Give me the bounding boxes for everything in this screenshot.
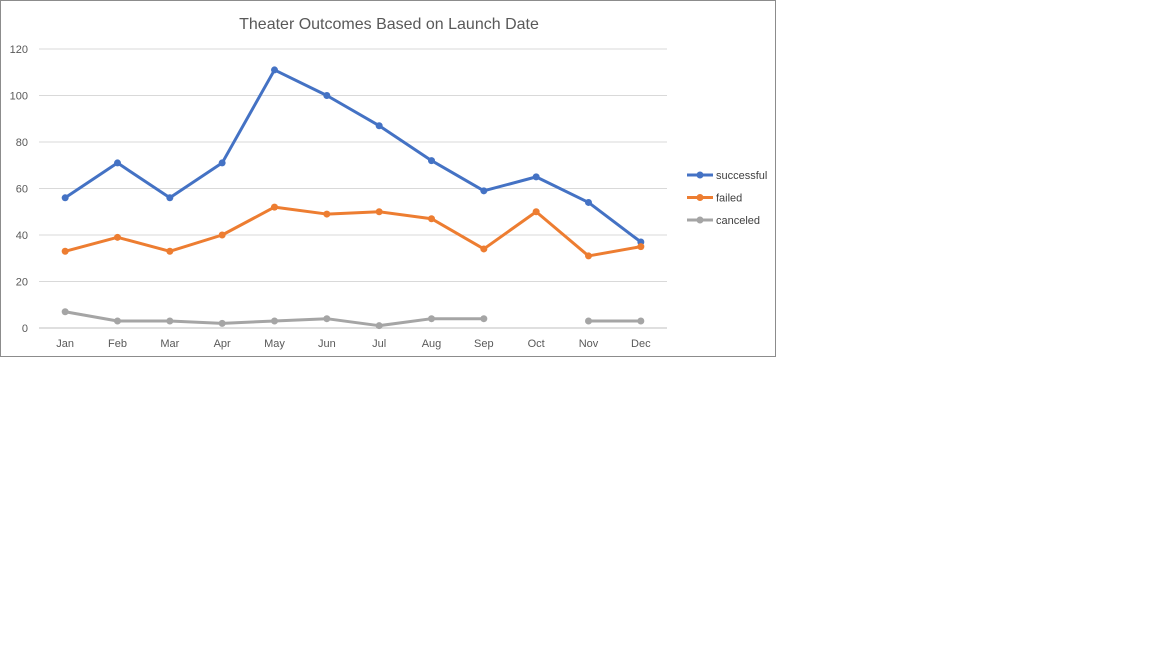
legend-swatch-marker <box>696 216 704 224</box>
x-tick-label: Jun <box>318 338 336 350</box>
data-point-successful <box>532 173 540 181</box>
data-point-successful <box>61 194 69 202</box>
data-point-failed <box>375 208 383 216</box>
y-tick-label: 20 <box>16 277 28 289</box>
line-chart: Theater Outcomes Based on Launch Date 0 2… <box>10 16 768 350</box>
y-tick-label: 60 <box>16 184 28 196</box>
x-tick-label: May <box>264 338 285 350</box>
data-point-canceled <box>480 315 488 323</box>
data-point-canceled <box>218 319 226 327</box>
y-tick-label: 100 <box>10 91 28 103</box>
data-point-canceled <box>375 322 383 330</box>
data-point-canceled <box>166 317 174 325</box>
legend: successful failed canceled <box>687 170 767 227</box>
y-tick-label: 80 <box>16 137 28 149</box>
data-point-failed <box>532 208 540 216</box>
x-tick-label: Oct <box>528 338 545 350</box>
data-point-successful <box>480 187 488 195</box>
legend-label: canceled <box>716 215 760 227</box>
data-point-canceled <box>61 308 69 316</box>
data-point-successful <box>218 159 226 167</box>
data-point-canceled <box>585 317 592 325</box>
data-point-failed <box>218 231 226 239</box>
chart-title: Theater Outcomes Based on Launch Date <box>239 16 539 33</box>
x-tick-label: Apr <box>214 338 231 350</box>
data-point-failed <box>480 245 488 253</box>
data-point-successful <box>428 157 435 165</box>
data-point-failed <box>637 243 645 251</box>
data-point-failed <box>271 203 278 211</box>
y-tick-label: 0 <box>22 323 28 335</box>
legend-label: failed <box>716 193 742 205</box>
x-tick-label: Sep <box>474 338 494 350</box>
x-tick-label: Aug <box>422 338 442 350</box>
data-point-successful <box>166 194 174 202</box>
y-tick-label: 120 <box>10 44 28 56</box>
legend-label: successful <box>716 170 767 182</box>
legend-swatch-marker <box>696 171 704 179</box>
data-point-successful <box>375 122 383 130</box>
data-point-failed <box>585 252 592 260</box>
x-tick-label: Feb <box>108 338 127 350</box>
x-tick-label: Nov <box>579 338 599 350</box>
series-line-canceled <box>63 310 643 328</box>
y-axis-ticks: 0 20 40 60 80 100 120 <box>10 44 28 335</box>
x-tick-label: Dec <box>631 338 651 350</box>
gridlines <box>39 48 667 329</box>
data-point-failed <box>323 210 331 218</box>
data-point-successful <box>585 198 592 206</box>
x-tick-label: Mar <box>160 338 179 350</box>
data-point-failed <box>114 233 121 241</box>
series-group <box>61 66 645 330</box>
series-line-failed <box>63 205 643 258</box>
data-point-canceled <box>637 317 645 325</box>
data-point-canceled <box>323 315 331 323</box>
y-tick-label: 40 <box>16 230 28 242</box>
data-point-successful <box>114 159 121 167</box>
data-point-failed <box>428 215 435 223</box>
data-point-successful <box>323 92 331 99</box>
data-point-failed <box>166 247 174 255</box>
data-point-canceled <box>428 315 435 323</box>
x-axis-ticks: Jan Feb Mar Apr May Jun Jul Aug Sep Oct Nov Dec <box>56 338 651 350</box>
data-point-failed <box>61 247 69 255</box>
chart-area: Theater Outcomes Based on Launch Date 0 2… <box>0 0 776 357</box>
data-point-canceled <box>271 317 278 325</box>
data-point-canceled <box>114 317 121 325</box>
series-line-successful <box>63 68 643 244</box>
data-point-successful <box>271 66 278 74</box>
legend-swatch-marker <box>696 194 704 201</box>
x-tick-label: Jul <box>372 338 386 350</box>
x-tick-label: Jan <box>56 338 74 350</box>
